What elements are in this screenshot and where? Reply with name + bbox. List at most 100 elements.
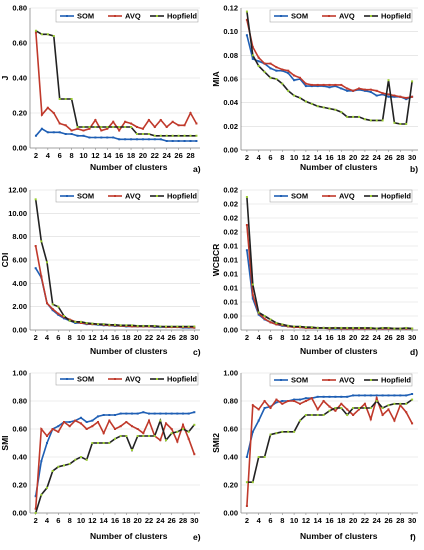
x-tick-label: 8: [70, 151, 74, 160]
data-point-avq: [387, 93, 390, 96]
data-point-som: [334, 85, 337, 88]
chart-panel-e: 0.000.200.400.600.801.002 4 6 8 10 12 14 16 18 20…: [0, 369, 201, 543]
panel-label: b): [410, 164, 418, 174]
data-point-avq: [281, 402, 284, 405]
data-point-som: [70, 133, 73, 135]
data-point-avq: [346, 87, 349, 90]
data-point-som: [275, 69, 278, 72]
data-point-hopfield: [387, 79, 390, 82]
data-point-hopfield: [187, 325, 190, 328]
data-point-avq: [182, 423, 184, 426]
legend-box: [269, 9, 413, 23]
data-point-som: [80, 416, 82, 419]
x-tick-label: 10: [290, 516, 298, 525]
data-point-som: [118, 138, 121, 141]
data-point-hopfield: [369, 407, 372, 409]
data-point-som: [358, 88, 360, 91]
data-point-hopfield: [165, 439, 167, 442]
data-point-hopfield: [80, 320, 82, 323]
x-tick-label: 18: [127, 151, 135, 160]
x-tick-label: 12: [91, 151, 99, 160]
data-point-avq: [263, 400, 266, 402]
data-point-avq: [245, 224, 248, 226]
data-point-avq: [114, 428, 116, 430]
x-tick-label: 4: [257, 333, 262, 342]
data-point-avq: [153, 126, 156, 128]
data-point-hopfield: [405, 122, 408, 125]
data-point-avq: [257, 408, 260, 411]
data-point-avq: [328, 83, 331, 86]
data-point-som: [165, 140, 168, 142]
data-point-avq: [275, 323, 278, 326]
data-point-som: [387, 394, 390, 397]
y-tick-label: 0.80: [12, 4, 27, 13]
panel-label: f): [410, 532, 416, 542]
data-point-som: [193, 411, 196, 414]
data-point-som: [46, 442, 48, 444]
data-point-avq: [304, 82, 307, 85]
data-point-hopfield: [293, 430, 296, 433]
data-point-hopfield: [100, 126, 103, 128]
x-tick-label: 6: [268, 153, 272, 162]
data-point-som: [299, 398, 301, 401]
legend-label-som: SOM: [77, 375, 94, 384]
data-point-hopfield: [153, 324, 156, 327]
x-tick-label: 24: [156, 333, 165, 342]
x-tick-label: 18: [122, 516, 130, 525]
data-point-som: [82, 134, 85, 137]
data-point-hopfield: [176, 325, 179, 328]
data-point-som: [177, 140, 180, 142]
x-tick-label: 20: [349, 153, 357, 162]
data-point-avq: [165, 422, 167, 425]
x-tick-label: 28: [396, 516, 404, 525]
panel-label: d): [410, 347, 418, 357]
data-point-hopfield: [124, 126, 127, 128]
data-point-avq: [46, 106, 49, 109]
data-point-som: [97, 415, 99, 418]
data-point-hopfield: [399, 327, 402, 330]
x-tick-label: 24: [373, 516, 382, 525]
data-point-avq: [40, 428, 43, 430]
x-axis-label: Number of clusters: [300, 162, 378, 172]
data-point-hopfield: [322, 106, 325, 109]
data-point-avq: [405, 411, 408, 414]
x-tick-label: 20: [139, 151, 147, 160]
data-point-hopfield: [287, 89, 290, 92]
data-point-hopfield: [387, 326, 390, 329]
x-axis-label: Number of clusters: [300, 531, 378, 541]
data-point-som: [125, 412, 128, 415]
y-tick-label: 0.00: [223, 326, 238, 335]
y-tick-label: 0.08: [223, 51, 238, 60]
data-point-hopfield: [304, 414, 307, 416]
data-point-som: [340, 87, 343, 90]
data-point-avq: [358, 87, 360, 90]
data-point-hopfield: [68, 463, 71, 465]
y-tick-label: 0.02: [223, 122, 238, 131]
y-tick-label: 0.60: [12, 39, 27, 48]
data-point-hopfield: [91, 442, 94, 444]
data-point-hopfield: [322, 326, 325, 329]
data-point-som: [393, 95, 396, 98]
data-point-hopfield: [177, 134, 180, 137]
data-point-hopfield: [153, 134, 156, 137]
data-point-hopfield: [334, 326, 337, 329]
x-tick-label: 18: [122, 333, 130, 342]
data-point-hopfield: [102, 442, 105, 444]
data-point-hopfield: [46, 261, 48, 264]
data-point-avq: [393, 419, 396, 422]
data-point-avq: [304, 400, 307, 402]
data-point-som: [34, 495, 37, 498]
legend-marker-avq: [328, 15, 330, 17]
data-point-avq: [193, 326, 196, 329]
data-point-hopfield: [322, 414, 325, 416]
x-tick-label: 4: [46, 151, 51, 160]
y-tick-label: 0.00: [12, 509, 27, 518]
data-point-som: [369, 91, 372, 94]
data-point-hopfield: [182, 428, 184, 430]
data-point-som: [141, 138, 144, 141]
data-point-som: [68, 421, 71, 423]
data-point-avq: [51, 428, 54, 430]
legend: SOM AVQ Hopfield: [55, 372, 199, 386]
data-point-hopfield: [358, 407, 360, 409]
y-tick-label: 8.00: [12, 232, 27, 241]
